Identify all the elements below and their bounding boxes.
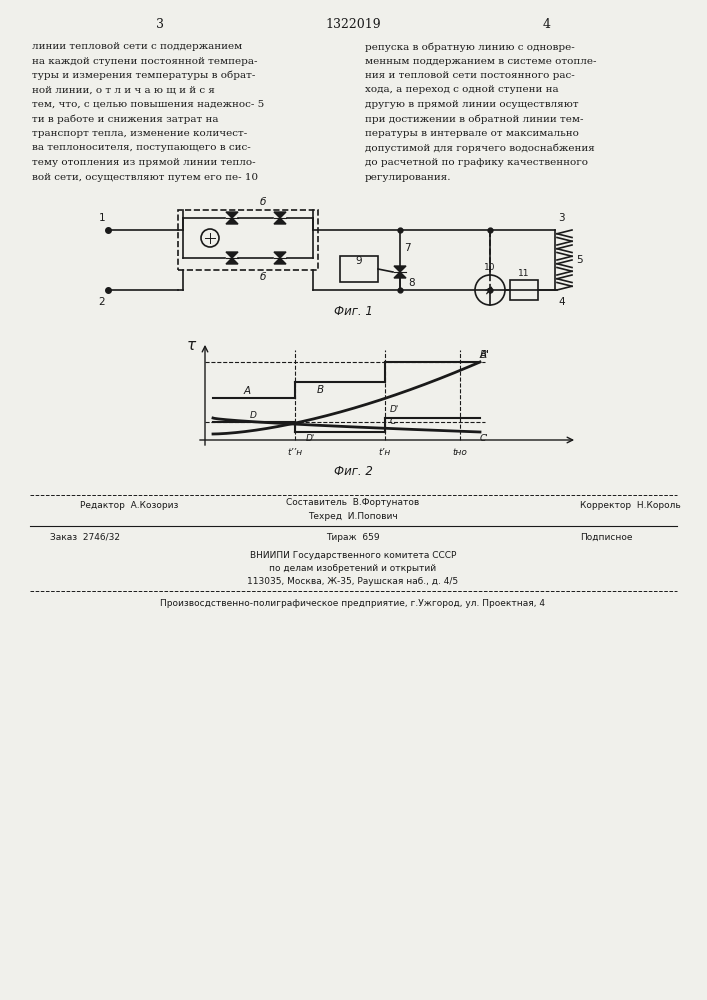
Text: вой сети, осуществляют путем его пе- 10: вой сети, осуществляют путем его пе- 10	[32, 172, 258, 182]
Text: A: A	[243, 386, 250, 396]
Text: Тираж  659: Тираж 659	[326, 533, 380, 542]
Text: при достижении в обратной линии тем-: при достижении в обратной линии тем-	[365, 114, 583, 124]
Text: B: B	[317, 385, 324, 395]
Text: D: D	[250, 411, 257, 420]
Text: допустимой для горячего водоснабжения: допустимой для горячего водоснабжения	[365, 143, 595, 153]
Text: менным поддержанием в системе отопле-: менным поддержанием в системе отопле-	[365, 56, 597, 66]
Text: 2: 2	[99, 297, 105, 307]
Polygon shape	[226, 258, 238, 264]
Text: репуска в обратную линию с одновре-: репуска в обратную линию с одновре-	[365, 42, 575, 51]
Polygon shape	[274, 212, 286, 218]
Text: хода, а переход с одной ступени на: хода, а переход с одной ступени на	[365, 86, 559, 95]
Text: t’’н: t’’н	[288, 448, 303, 457]
Polygon shape	[226, 252, 238, 258]
Text: ва теплоносителя, поступающего в сис-: ва теплоносителя, поступающего в сис-	[32, 143, 251, 152]
Text: Составитель  В.Фортунатов: Составитель В.Фортунатов	[286, 498, 420, 507]
Text: τ: τ	[187, 338, 196, 354]
Text: 10: 10	[484, 263, 496, 272]
Text: Редактор  А.Козориз: Редактор А.Козориз	[80, 501, 178, 510]
Polygon shape	[274, 258, 286, 264]
Text: 113035, Москва, Ж-35, Раушская наб., д. 4/5: 113035, Москва, Ж-35, Раушская наб., д. …	[247, 577, 459, 586]
Text: линии тепловой сети с поддержанием: линии тепловой сети с поддержанием	[32, 42, 243, 51]
Text: транспорт тепла, изменение количест-: транспорт тепла, изменение количест-	[32, 129, 247, 138]
Text: туры и измерения температуры в обрат-: туры и измерения температуры в обрат-	[32, 71, 255, 81]
Text: 8: 8	[408, 278, 414, 288]
Text: tно: tно	[452, 448, 467, 457]
Text: другую в прямой линии осуществляют: другую в прямой линии осуществляют	[365, 100, 578, 109]
Text: 4: 4	[543, 18, 551, 31]
Text: Фиг. 2: Фиг. 2	[334, 465, 373, 478]
Text: t’н: t’н	[379, 448, 391, 457]
Text: б: б	[259, 272, 267, 282]
Text: регулирования.: регулирования.	[365, 172, 452, 182]
Text: D': D'	[305, 434, 315, 443]
Text: ВНИИПИ Государственного комитета СССР: ВНИИПИ Государственного комитета СССР	[250, 551, 456, 560]
Text: на каждой ступени постоянной темпера-: на каждой ступени постоянной темпера-	[32, 56, 257, 66]
Bar	[340, 256, 378, 282]
Text: 1: 1	[99, 213, 105, 223]
Text: 3: 3	[558, 213, 565, 223]
Text: ния и тепловой сети постоянного рас-: ния и тепловой сети постоянного рас-	[365, 71, 575, 80]
Text: B': B'	[480, 350, 490, 360]
Text: C: C	[390, 417, 396, 426]
Text: тему отопления из прямой линии тепло-: тему отопления из прямой линии тепло-	[32, 158, 256, 167]
Text: Произвосдственно-полиграфическое предприятие, г.Ужгород, ул. Проектная, 4: Произвосдственно-полиграфическое предпри…	[160, 599, 546, 608]
Text: по делам изобретений и открытий: по делам изобретений и открытий	[269, 564, 436, 573]
Text: 4: 4	[558, 297, 565, 307]
Text: до расчетной по графику качественного: до расчетной по графику качественного	[365, 158, 588, 167]
Text: 1322019: 1322019	[325, 18, 381, 31]
Bar	[510, 280, 538, 300]
Text: A': A'	[480, 350, 490, 360]
Text: Корректор  Н.Король: Корректор Н.Король	[580, 501, 681, 510]
Text: ной линии, о т л и ч а ю щ и й с я: ной линии, о т л и ч а ю щ и й с я	[32, 86, 215, 95]
Bar	[178, 210, 318, 270]
Polygon shape	[394, 272, 406, 278]
Text: ти в работе и снижения затрат на: ти в работе и снижения затрат на	[32, 114, 218, 124]
Polygon shape	[274, 218, 286, 224]
Text: Подписное: Подписное	[580, 533, 633, 542]
Text: 5: 5	[576, 255, 583, 265]
Polygon shape	[394, 266, 406, 272]
Text: 3: 3	[156, 18, 164, 31]
Polygon shape	[226, 218, 238, 224]
Text: б: б	[259, 197, 267, 207]
Text: Фиг. 1: Фиг. 1	[334, 305, 373, 318]
Text: пературы в интервале от максимально: пературы в интервале от максимально	[365, 129, 579, 138]
Text: Техред  И.Попович: Техред И.Попович	[308, 512, 398, 521]
Text: тем, что, с целью повышения надежнос- 5: тем, что, с целью повышения надежнос- 5	[32, 100, 264, 109]
Text: 7: 7	[404, 243, 411, 253]
Text: 11: 11	[518, 269, 530, 278]
Text: C': C'	[480, 434, 489, 443]
Polygon shape	[226, 212, 238, 218]
Text: Заказ  2746/32: Заказ 2746/32	[50, 533, 120, 542]
Text: D': D'	[390, 405, 399, 414]
Text: 9: 9	[356, 256, 362, 266]
Polygon shape	[274, 252, 286, 258]
